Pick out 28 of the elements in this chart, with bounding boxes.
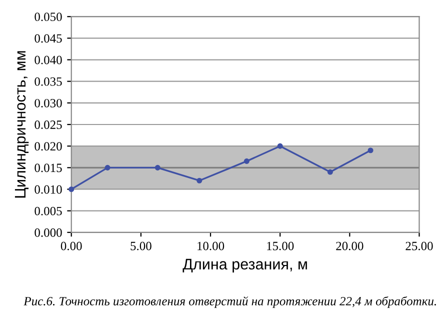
point [154, 164, 160, 170]
point [368, 148, 374, 154]
y-tick-label: 0.045 [34, 34, 62, 43]
point [277, 143, 283, 149]
x-tick-label: 5.00 [130, 242, 152, 250]
y-tick-label: 0.000 [34, 228, 62, 237]
y-tick-label: 0.035 [34, 77, 62, 86]
y-tick-label: 0.040 [34, 56, 62, 64]
x-tick-label: 0.00 [60, 242, 82, 250]
y-tick-label: 0.025 [34, 120, 62, 130]
y-tick-label: 0.020 [34, 142, 62, 151]
x-tick-label: 25.00 [406, 242, 433, 250]
point [196, 178, 202, 184]
x-axis-title: Длина резания, м [182, 258, 307, 273]
point [244, 158, 250, 164]
x-tick-label: 10.00 [198, 242, 224, 250]
y-tick-label: 0.010 [34, 185, 62, 194]
point [68, 186, 74, 192]
y-axis-title: Цилиндричность, мм [14, 51, 29, 198]
x-tick-label: 20.00 [336, 242, 364, 250]
y-tick-label: 0.015 [34, 164, 62, 172]
text: Рис.6. Точность изготовления отверстий на протяжении 22,4 м обработки. [24, 296, 436, 308]
point [104, 164, 110, 170]
y-tick-label: 0.050 [34, 12, 62, 22]
y-tick-label: 0.005 [34, 206, 62, 216]
x-tick-label: 15.00 [267, 242, 294, 250]
point [327, 169, 333, 175]
y-tick-label: 0.030 [34, 98, 62, 108]
